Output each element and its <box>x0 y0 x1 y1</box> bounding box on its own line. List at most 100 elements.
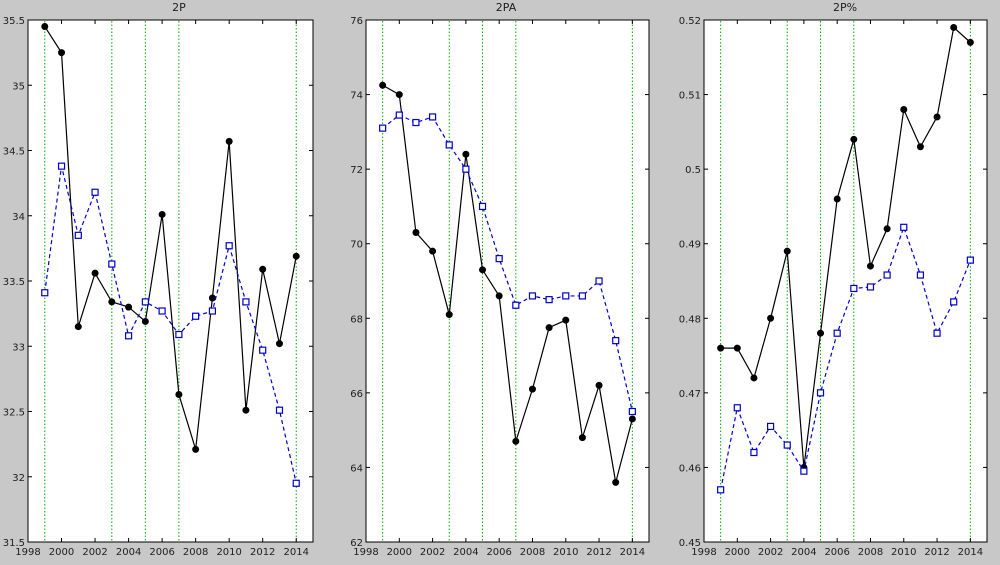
data-point-square <box>208 307 217 315</box>
data-point-circle <box>850 135 858 143</box>
x-tick-label: 2014 <box>284 547 309 558</box>
data-point-circle <box>192 445 200 453</box>
data-point-square <box>783 441 791 449</box>
data-point-circle <box>833 195 841 203</box>
data-point-circle <box>225 137 233 145</box>
y-tick-label: 0.45 <box>679 538 701 549</box>
data-point-circle <box>41 23 49 31</box>
series-line-dashed <box>382 114 633 412</box>
y-tick-label: 34.5 <box>3 147 25 158</box>
data-point-square <box>141 298 149 306</box>
x-tick-label: 2014 <box>958 547 983 558</box>
series-line-dashed <box>720 225 971 490</box>
data-point-square <box>259 346 267 354</box>
y-tick-label: 32 <box>12 473 25 484</box>
x-tick-label: 2008 <box>520 547 545 558</box>
data-point-circle <box>767 314 775 322</box>
data-point-square <box>91 188 99 196</box>
data-point-square <box>850 284 858 293</box>
y-tick-label: 32.5 <box>3 408 25 419</box>
plot-area <box>703 19 988 543</box>
data-point-square <box>562 292 570 300</box>
data-point-square <box>966 256 974 264</box>
subplot-2p: 2P 1998 2000 2002 2004 2006 2008 2010 2012 2014 3… <box>3 1 314 558</box>
data-point-circle <box>900 105 908 113</box>
data-point-square <box>528 292 537 300</box>
data-point-circle <box>479 266 487 274</box>
y-tick-label: 33 <box>12 342 25 353</box>
data-point-circle <box>495 292 503 300</box>
data-point-circle <box>275 340 283 348</box>
data-point-square <box>242 298 250 306</box>
data-point-square <box>512 301 520 309</box>
x-tick-label: 1998 <box>15 547 40 558</box>
data-point-circle <box>259 265 267 273</box>
data-point-circle <box>950 23 958 31</box>
x-tick-label: 2004 <box>791 547 816 558</box>
series-line-dashed <box>44 166 297 484</box>
data-point-circle <box>58 49 66 57</box>
data-point-square <box>395 111 403 119</box>
y-tick-label: 0.47 <box>679 389 701 400</box>
series-line-solid <box>44 26 297 450</box>
x-tick-label: 2010 <box>216 547 241 558</box>
y-tick-label: 34 <box>12 212 25 223</box>
data-point-circle <box>379 81 387 89</box>
y-tick-label: 74 <box>350 91 363 102</box>
data-point-circle <box>916 143 924 151</box>
data-point-circle <box>445 311 453 319</box>
data-point-square <box>495 255 503 263</box>
data-point-square <box>275 406 284 414</box>
data-point-circle <box>883 225 891 233</box>
data-point-circle <box>175 391 183 399</box>
data-point-circle <box>817 329 825 337</box>
data-point-square <box>445 141 453 149</box>
x-tick-label: 2010 <box>891 547 916 558</box>
data-point-circle <box>412 229 420 237</box>
x-tick-label: 2014 <box>620 547 645 558</box>
data-point-square <box>717 486 725 494</box>
y-tick-label: 76 <box>350 16 363 27</box>
data-point-square <box>766 422 775 431</box>
data-point-square <box>124 332 133 340</box>
data-point-square <box>74 231 82 239</box>
x-tick-label: 2000 <box>725 547 750 558</box>
data-point-square <box>412 118 420 127</box>
y-tick-label: 0.52 <box>679 16 701 27</box>
x-tick-label: 2002 <box>420 547 445 558</box>
y-tick-label: 66 <box>350 389 363 400</box>
x-tick-label: 2002 <box>82 547 107 558</box>
data-point-square <box>379 124 387 132</box>
x-tick-label: 2006 <box>149 547 174 558</box>
subplot-2pa: 2PA 1998 2000 2002 2004 2006 2008 2010 2012 2014… <box>350 1 650 558</box>
subplot-title: 2P% <box>833 1 857 14</box>
y-tick-label: 0.51 <box>679 91 701 102</box>
data-point-square <box>158 307 166 315</box>
data-point-square <box>933 329 941 337</box>
data-point-square <box>916 271 925 279</box>
data-point-square <box>833 329 841 337</box>
y-tick-label: 0.46 <box>679 463 701 474</box>
data-point-square <box>612 337 620 345</box>
data-point-square <box>462 165 470 173</box>
data-point-circle <box>91 269 99 277</box>
y-tick-label: 0.5 <box>685 165 701 176</box>
data-point-square <box>57 162 66 170</box>
plot-area <box>27 19 314 543</box>
data-point-square <box>578 292 587 300</box>
y-tick-label: 0.49 <box>679 240 701 251</box>
data-point-square <box>225 242 233 250</box>
x-tick-label: 2012 <box>250 547 275 558</box>
data-point-circle <box>512 437 520 445</box>
data-point-square <box>108 260 116 268</box>
data-point-circle <box>783 247 791 255</box>
data-point-square <box>41 289 49 297</box>
data-point-circle <box>158 210 166 218</box>
y-tick-label: 68 <box>350 314 363 325</box>
x-tick-label: 1998 <box>691 547 716 558</box>
data-point-square <box>428 113 437 121</box>
y-tick-label: 64 <box>350 463 363 474</box>
data-point-circle <box>141 317 149 325</box>
data-point-square <box>900 223 908 231</box>
